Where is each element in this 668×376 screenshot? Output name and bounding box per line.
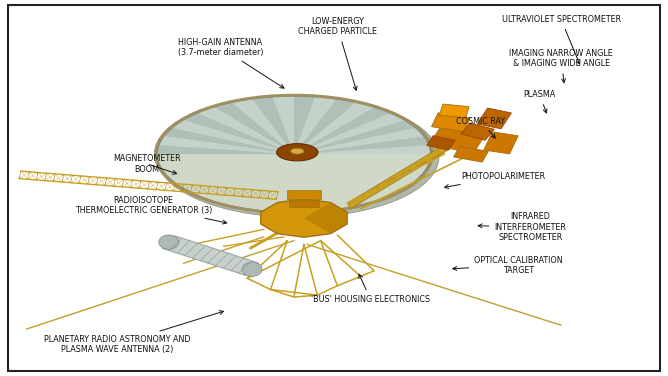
Polygon shape [294,97,336,154]
Polygon shape [440,104,469,118]
Polygon shape [304,203,347,233]
Text: HIGH-GAIN ANTENNA
(3.7-meter diameter): HIGH-GAIN ANTENNA (3.7-meter diameter) [178,38,284,88]
Polygon shape [294,136,429,154]
FancyBboxPatch shape [287,190,321,199]
Ellipse shape [291,148,304,154]
Polygon shape [183,113,294,154]
Polygon shape [172,120,294,154]
Polygon shape [252,97,294,154]
Polygon shape [294,128,424,154]
Polygon shape [294,96,315,154]
Polygon shape [164,128,294,154]
Polygon shape [294,107,391,154]
Polygon shape [294,113,405,154]
Polygon shape [294,102,374,154]
Ellipse shape [157,96,431,212]
Ellipse shape [157,97,439,217]
Ellipse shape [159,235,179,249]
Text: ULTRAVIOLET SPECTROMETER: ULTRAVIOLET SPECTROMETER [502,15,621,64]
Polygon shape [197,107,294,154]
Polygon shape [430,125,486,153]
Ellipse shape [242,262,262,276]
Polygon shape [432,113,470,132]
Polygon shape [261,199,347,237]
Text: LOW-ENERGY
CHARGED PARTICLE: LOW-ENERGY CHARGED PARTICLE [298,17,377,90]
Polygon shape [159,136,294,154]
FancyBboxPatch shape [289,200,319,207]
Polygon shape [294,120,416,154]
Polygon shape [157,145,294,154]
Polygon shape [294,145,431,154]
Polygon shape [232,99,294,154]
Text: OPTICAL CALIBRATION
TARGET: OPTICAL CALIBRATION TARGET [453,256,563,275]
Text: IMAGING NARROW ANGLE
& IMAGING WIDE ANGLE: IMAGING NARROW ANGLE & IMAGING WIDE ANGL… [509,49,613,83]
Text: PLASMA: PLASMA [524,90,556,113]
Text: PLANETARY RADIO ASTRONOMY AND
PLASMA WAVE ANTENNA (2): PLANETARY RADIO ASTRONOMY AND PLASMA WAV… [43,311,223,354]
Polygon shape [454,146,488,162]
Polygon shape [484,132,518,154]
Polygon shape [214,102,294,154]
Polygon shape [162,236,259,276]
Polygon shape [294,99,356,154]
Text: COSMIC RAY: COSMIC RAY [456,117,506,138]
Ellipse shape [277,144,318,161]
Text: INFRARED
INTERFEROMETER
SPECTROMETER: INFRARED INTERFEROMETER SPECTROMETER [478,212,566,242]
Polygon shape [273,96,294,154]
Text: 'BUS' HOUSING ELECTRONICS: 'BUS' HOUSING ELECTRONICS [311,274,430,304]
Polygon shape [347,145,448,209]
Polygon shape [461,123,494,140]
Text: RADIOISOTOPE
THERMOELECTRIC GENERATOR (3): RADIOISOTOPE THERMOELECTRIC GENERATOR (3… [75,196,226,224]
Polygon shape [477,108,512,129]
Text: PHOTOPOLARIMETER: PHOTOPOLARIMETER [445,172,545,188]
Polygon shape [427,136,455,150]
Text: MAGNETOMETER
BOOM: MAGNETOMETER BOOM [113,154,181,174]
